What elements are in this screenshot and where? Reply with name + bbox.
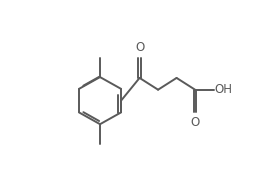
Text: OH: OH [214,83,232,96]
Text: O: O [190,116,200,129]
Text: O: O [135,41,144,54]
